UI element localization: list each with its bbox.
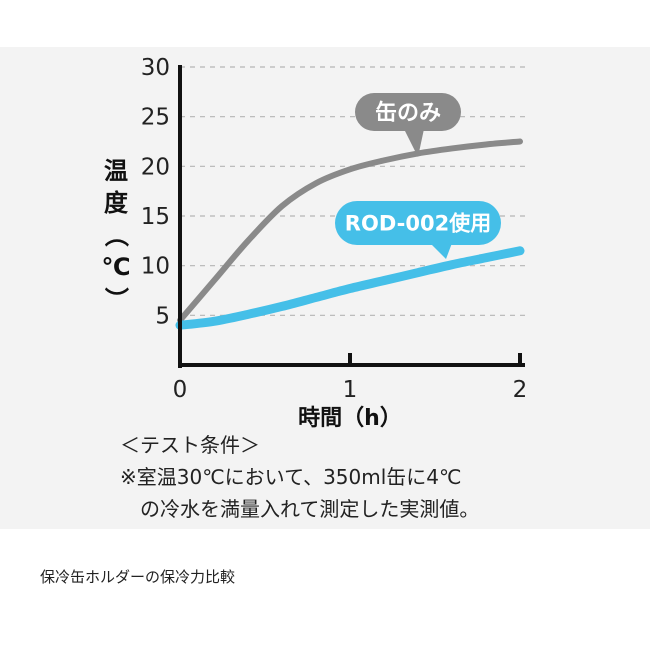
test-conditions-heading: ＜テスト条件＞ xyxy=(120,433,260,457)
x-tick-label: 2 xyxy=(513,377,528,403)
y-axis-title-char: 温 xyxy=(104,157,128,185)
legend-callout-rod-002: ROD-002使用 xyxy=(335,201,501,259)
y-axis-title-char: 度 xyxy=(104,189,129,217)
y-tick-label: 15 xyxy=(141,204,170,230)
series-line-rod-002 xyxy=(175,246,525,330)
y-tick-label: 10 xyxy=(141,254,170,280)
y-tick-label: 5 xyxy=(155,303,170,329)
callout-pointer xyxy=(430,243,452,259)
callout-pointer xyxy=(404,129,424,157)
y-tick-label: 25 xyxy=(141,105,170,131)
line-chart: 5 10 15 20 25 30 0 1 2 缶のみ ROD-002使用 温度 （ ℃ ） 時間（h） xyxy=(101,55,530,431)
legend-label: ROD-002使用 xyxy=(345,212,491,236)
y-axis-title-char: （ xyxy=(102,223,130,247)
y-tick-label: 30 xyxy=(141,55,170,81)
callout-bubble xyxy=(335,201,501,245)
figure-caption: 保冷缶ホルダーの保冷力比較 xyxy=(40,568,236,586)
test-conditions-line-1: ※室温30℃において、350ml缶に4℃ xyxy=(120,465,462,489)
legend-label: 缶のみ xyxy=(375,100,441,126)
test-conditions-line-2: の冷水を満量入れて測定した実測値。 xyxy=(140,497,480,521)
y-axis-title-char: ） xyxy=(102,287,130,311)
x-tick-label: 1 xyxy=(343,377,358,403)
callout-bubble xyxy=(355,93,461,131)
y-axis-title-char: ℃ xyxy=(101,253,130,281)
y-tick-label: 20 xyxy=(141,154,170,180)
x-tick-label: 0 xyxy=(173,377,188,403)
series-line-can-only xyxy=(177,138,523,324)
legend-callout-can-only: 缶のみ xyxy=(355,93,461,157)
x-axis-title: 時間（h） xyxy=(298,406,402,431)
